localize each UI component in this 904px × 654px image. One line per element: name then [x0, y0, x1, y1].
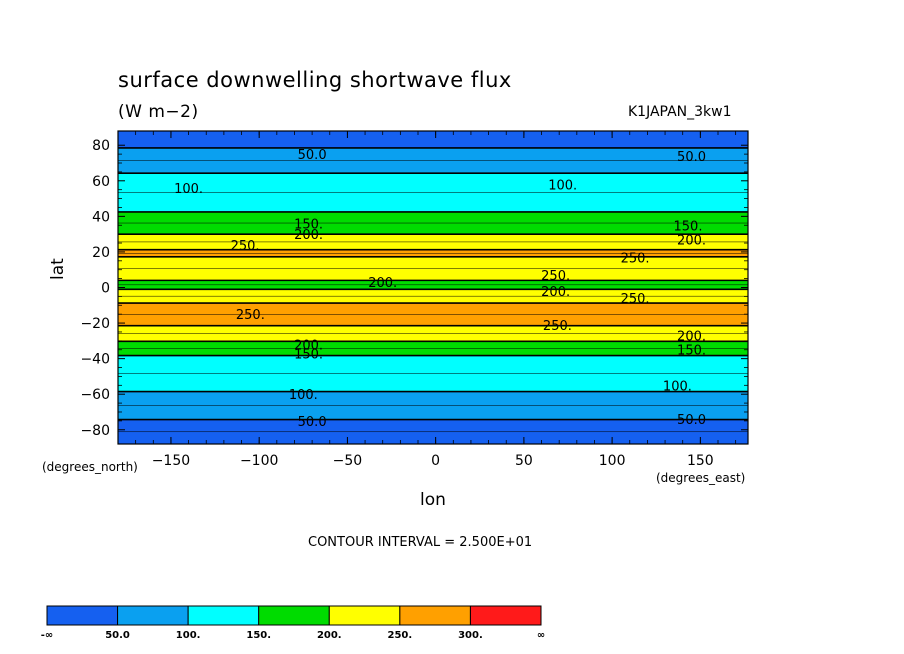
colorbar-swatch — [46, 605, 119, 626]
contour-label: 250. — [543, 319, 572, 334]
y-tick-label: −80 — [80, 423, 110, 439]
contour-label: 150. — [294, 347, 323, 362]
contour-band — [118, 280, 748, 290]
filled-contours — [118, 131, 748, 444]
chart-units: (W m−2) — [118, 102, 199, 122]
colorbar-swatch — [469, 605, 542, 626]
x-tick-label: −50 — [333, 453, 363, 469]
x-tick-label: 150 — [687, 453, 714, 469]
contour-band — [118, 234, 748, 251]
y-tick-label: −60 — [80, 387, 110, 403]
contour-lines — [118, 147, 748, 433]
contour-label: 250. — [236, 308, 265, 323]
contour-interval-note: CONTOUR INTERVAL = 2.500E+01 — [308, 535, 533, 550]
contour-band — [118, 391, 748, 421]
contour-band — [118, 289, 748, 304]
contour-label: 50.0 — [298, 415, 327, 430]
contour-band — [118, 303, 748, 327]
x-tick-label: 0 — [431, 453, 440, 469]
y-units-label: (degrees_north) — [42, 460, 138, 474]
contour-label: 150. — [674, 219, 703, 234]
colorbar-swatch — [399, 605, 471, 626]
x-tick-label: 100 — [599, 453, 626, 469]
contour-band — [118, 341, 748, 357]
x-tick-label: 50 — [515, 453, 533, 469]
contour-band — [118, 256, 748, 281]
colorbar-label: 300. — [458, 630, 483, 641]
contour-label: 250. — [541, 269, 570, 284]
colorbar-label: -∞ — [41, 630, 53, 641]
axis-ticks: −150 −100 −50 0 50 100 150 80 60 40 20 0 −20 −40 −60 −8… — [80, 131, 748, 469]
colorbar-label: 100. — [176, 630, 201, 641]
contour-band — [118, 131, 748, 149]
x-tick-label: −150 — [152, 453, 190, 469]
y-tick-label: 20 — [92, 245, 110, 261]
contour-band — [118, 147, 748, 174]
contour-label: 100. — [174, 182, 203, 197]
y-tick-label: −40 — [80, 352, 110, 368]
colorbar-label: 250. — [388, 630, 413, 641]
y-axis-label: lat — [48, 258, 68, 280]
colorbar-label: 50.0 — [105, 630, 130, 641]
y-tick-label: 60 — [92, 174, 110, 190]
contour-label: 200. — [368, 276, 397, 291]
contour-band — [118, 173, 748, 213]
contour-label: 250. — [231, 239, 260, 254]
contour-label: 200. — [294, 228, 323, 243]
contour-band — [118, 211, 748, 235]
colorbar-label: 150. — [246, 630, 271, 641]
colorbar-swatch — [328, 605, 401, 626]
colorbar-swatch — [117, 605, 189, 626]
x-tick-label: −100 — [240, 453, 278, 469]
contour-label: 200. — [294, 338, 323, 353]
colorbar-label: ∞ — [537, 630, 545, 641]
contour-label: 200. — [541, 285, 570, 300]
x-units-label: (degrees_east) — [656, 471, 746, 485]
contour-label: 100. — [289, 388, 318, 403]
contour-band — [118, 249, 748, 258]
y-tick-label: 80 — [92, 138, 110, 154]
x-axis-label: lon — [420, 490, 446, 510]
contour-label: 100. — [548, 178, 577, 193]
contour-label: 250. — [621, 292, 650, 307]
contour-label: 50.0 — [677, 413, 706, 428]
colorbar-swatch — [258, 605, 330, 626]
contour-label: 150. — [294, 217, 323, 232]
contour-label: 250. — [621, 251, 650, 266]
contour-band — [118, 325, 748, 342]
chart-title: surface downwelling shortwave flux — [118, 68, 512, 92]
contour-label: 50.0 — [298, 148, 327, 163]
contour-label: 150. — [677, 344, 706, 359]
colorbar: -∞ 50.0 100. 150. 200. 250. 300. ∞ — [41, 605, 545, 641]
y-tick-label: 40 — [92, 209, 110, 225]
colorbar-label: 200. — [317, 630, 342, 641]
contour-label: 50.0 — [677, 150, 706, 165]
colorbar-swatch — [187, 605, 260, 626]
contour-label: 200. — [677, 330, 706, 345]
contour-label: 200. — [677, 233, 706, 248]
y-tick-label: 0 — [101, 281, 110, 297]
contour-band — [118, 419, 748, 444]
contour-label: 100. — [663, 379, 692, 394]
run-label: K1JAPAN_3kw1 — [628, 104, 732, 120]
contour-band — [118, 355, 748, 393]
y-tick-label: −20 — [80, 316, 110, 332]
